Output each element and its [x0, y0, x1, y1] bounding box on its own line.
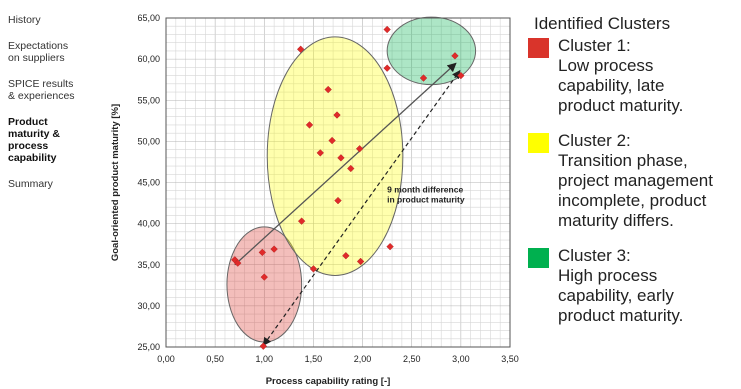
data-point: [324, 85, 332, 94]
data-point: [356, 257, 365, 266]
x-tick-label: 3,00: [452, 354, 470, 364]
y-tick-label: 65,00: [137, 13, 160, 23]
legend-entry-description: High process capability, early product m…: [558, 266, 684, 325]
cluster-legend: Identified Clusters Cluster 1: Low proces…: [528, 14, 738, 341]
y-tick-label: 35,00: [137, 260, 160, 270]
data-point: [386, 242, 394, 251]
data-point: [419, 74, 428, 82]
legend-entry-description: Transition phase, project management inc…: [558, 151, 713, 230]
sidebar-nav: History Expectations on suppliers SPICE re…: [8, 14, 108, 204]
sidebar-item-5[interactable]: Summary: [8, 178, 53, 190]
y-tick-label: 60,00: [137, 54, 160, 64]
y-tick-label: 55,00: [137, 95, 160, 105]
x-tick-label: 1,50: [305, 354, 323, 364]
data-point: [305, 121, 314, 129]
data-point: [334, 196, 342, 205]
legend-entry-cluster-2: Cluster 2: Transition phase, project mana…: [528, 131, 738, 231]
legend-entry-cluster-3: Cluster 3: High process capability, early…: [528, 246, 738, 326]
data-point: [355, 145, 364, 153]
x-tick-label: 3,50: [501, 354, 519, 364]
data-point: [297, 217, 306, 225]
data-point: [270, 245, 278, 253]
y-tick-label: 25,00: [137, 342, 160, 352]
data-point: [316, 149, 324, 157]
annotation-line: 9 month difference: [387, 184, 463, 194]
data-point: [342, 252, 350, 260]
legend-swatch: [528, 133, 549, 153]
y-axis-title: Goal-oriented product maturity [%]: [110, 104, 121, 261]
x-tick-label: 0,00: [157, 354, 175, 364]
sidebar-item-1[interactable]: History: [8, 14, 41, 26]
legend-swatch: [528, 38, 549, 58]
data-point: [337, 154, 345, 162]
data-point: [309, 265, 318, 273]
data-point: [328, 136, 336, 145]
data-point: [333, 111, 341, 119]
data-point: [258, 248, 267, 257]
annotation-line: in product maturity: [387, 194, 465, 204]
legend-entry-name: Cluster 2:: [558, 131, 631, 150]
y-tick-label: 40,00: [137, 219, 160, 229]
y-tick-label: 50,00: [137, 136, 160, 146]
data-point: [383, 25, 391, 34]
legend-entry-cluster-1: Cluster 1: Low process capability, late p…: [528, 36, 738, 116]
x-tick-label: 2,00: [354, 354, 372, 364]
x-axis-title: Process capability rating [-]: [266, 376, 391, 387]
data-point: [347, 164, 355, 173]
y-tick-label: 30,00: [137, 301, 160, 311]
data-point: [259, 342, 267, 350]
sidebar-item-2[interactable]: Expectations on suppliers: [8, 40, 69, 64]
y-tick-label: 45,00: [137, 178, 160, 188]
x-tick-label: 2,50: [403, 354, 421, 364]
data-point: [234, 259, 242, 267]
legend-title: Identified Clusters: [534, 14, 671, 33]
legend-entry-description: Low process capability, late product mat…: [558, 56, 684, 115]
cluster-ellipse-2: [266, 36, 404, 276]
legend-swatch: [528, 248, 549, 268]
x-tick-label: 1,00: [256, 354, 274, 364]
data-point: [457, 71, 465, 80]
plot-frame: [165, 17, 511, 348]
maturity-difference-arrow: [262, 69, 461, 347]
legend-entry-name: Cluster 3:: [558, 246, 631, 265]
data-point: [451, 52, 459, 60]
data-point: [260, 273, 268, 281]
data-point: [383, 64, 391, 72]
sidebar-item-4[interactable]: Product maturity & process capability: [8, 116, 60, 164]
legend-entry-name: Cluster 1:: [558, 36, 631, 55]
sidebar-item-3[interactable]: SPICE results & experiences: [8, 78, 75, 102]
x-tick-label: 0,50: [206, 354, 224, 364]
data-point: [296, 45, 305, 53]
